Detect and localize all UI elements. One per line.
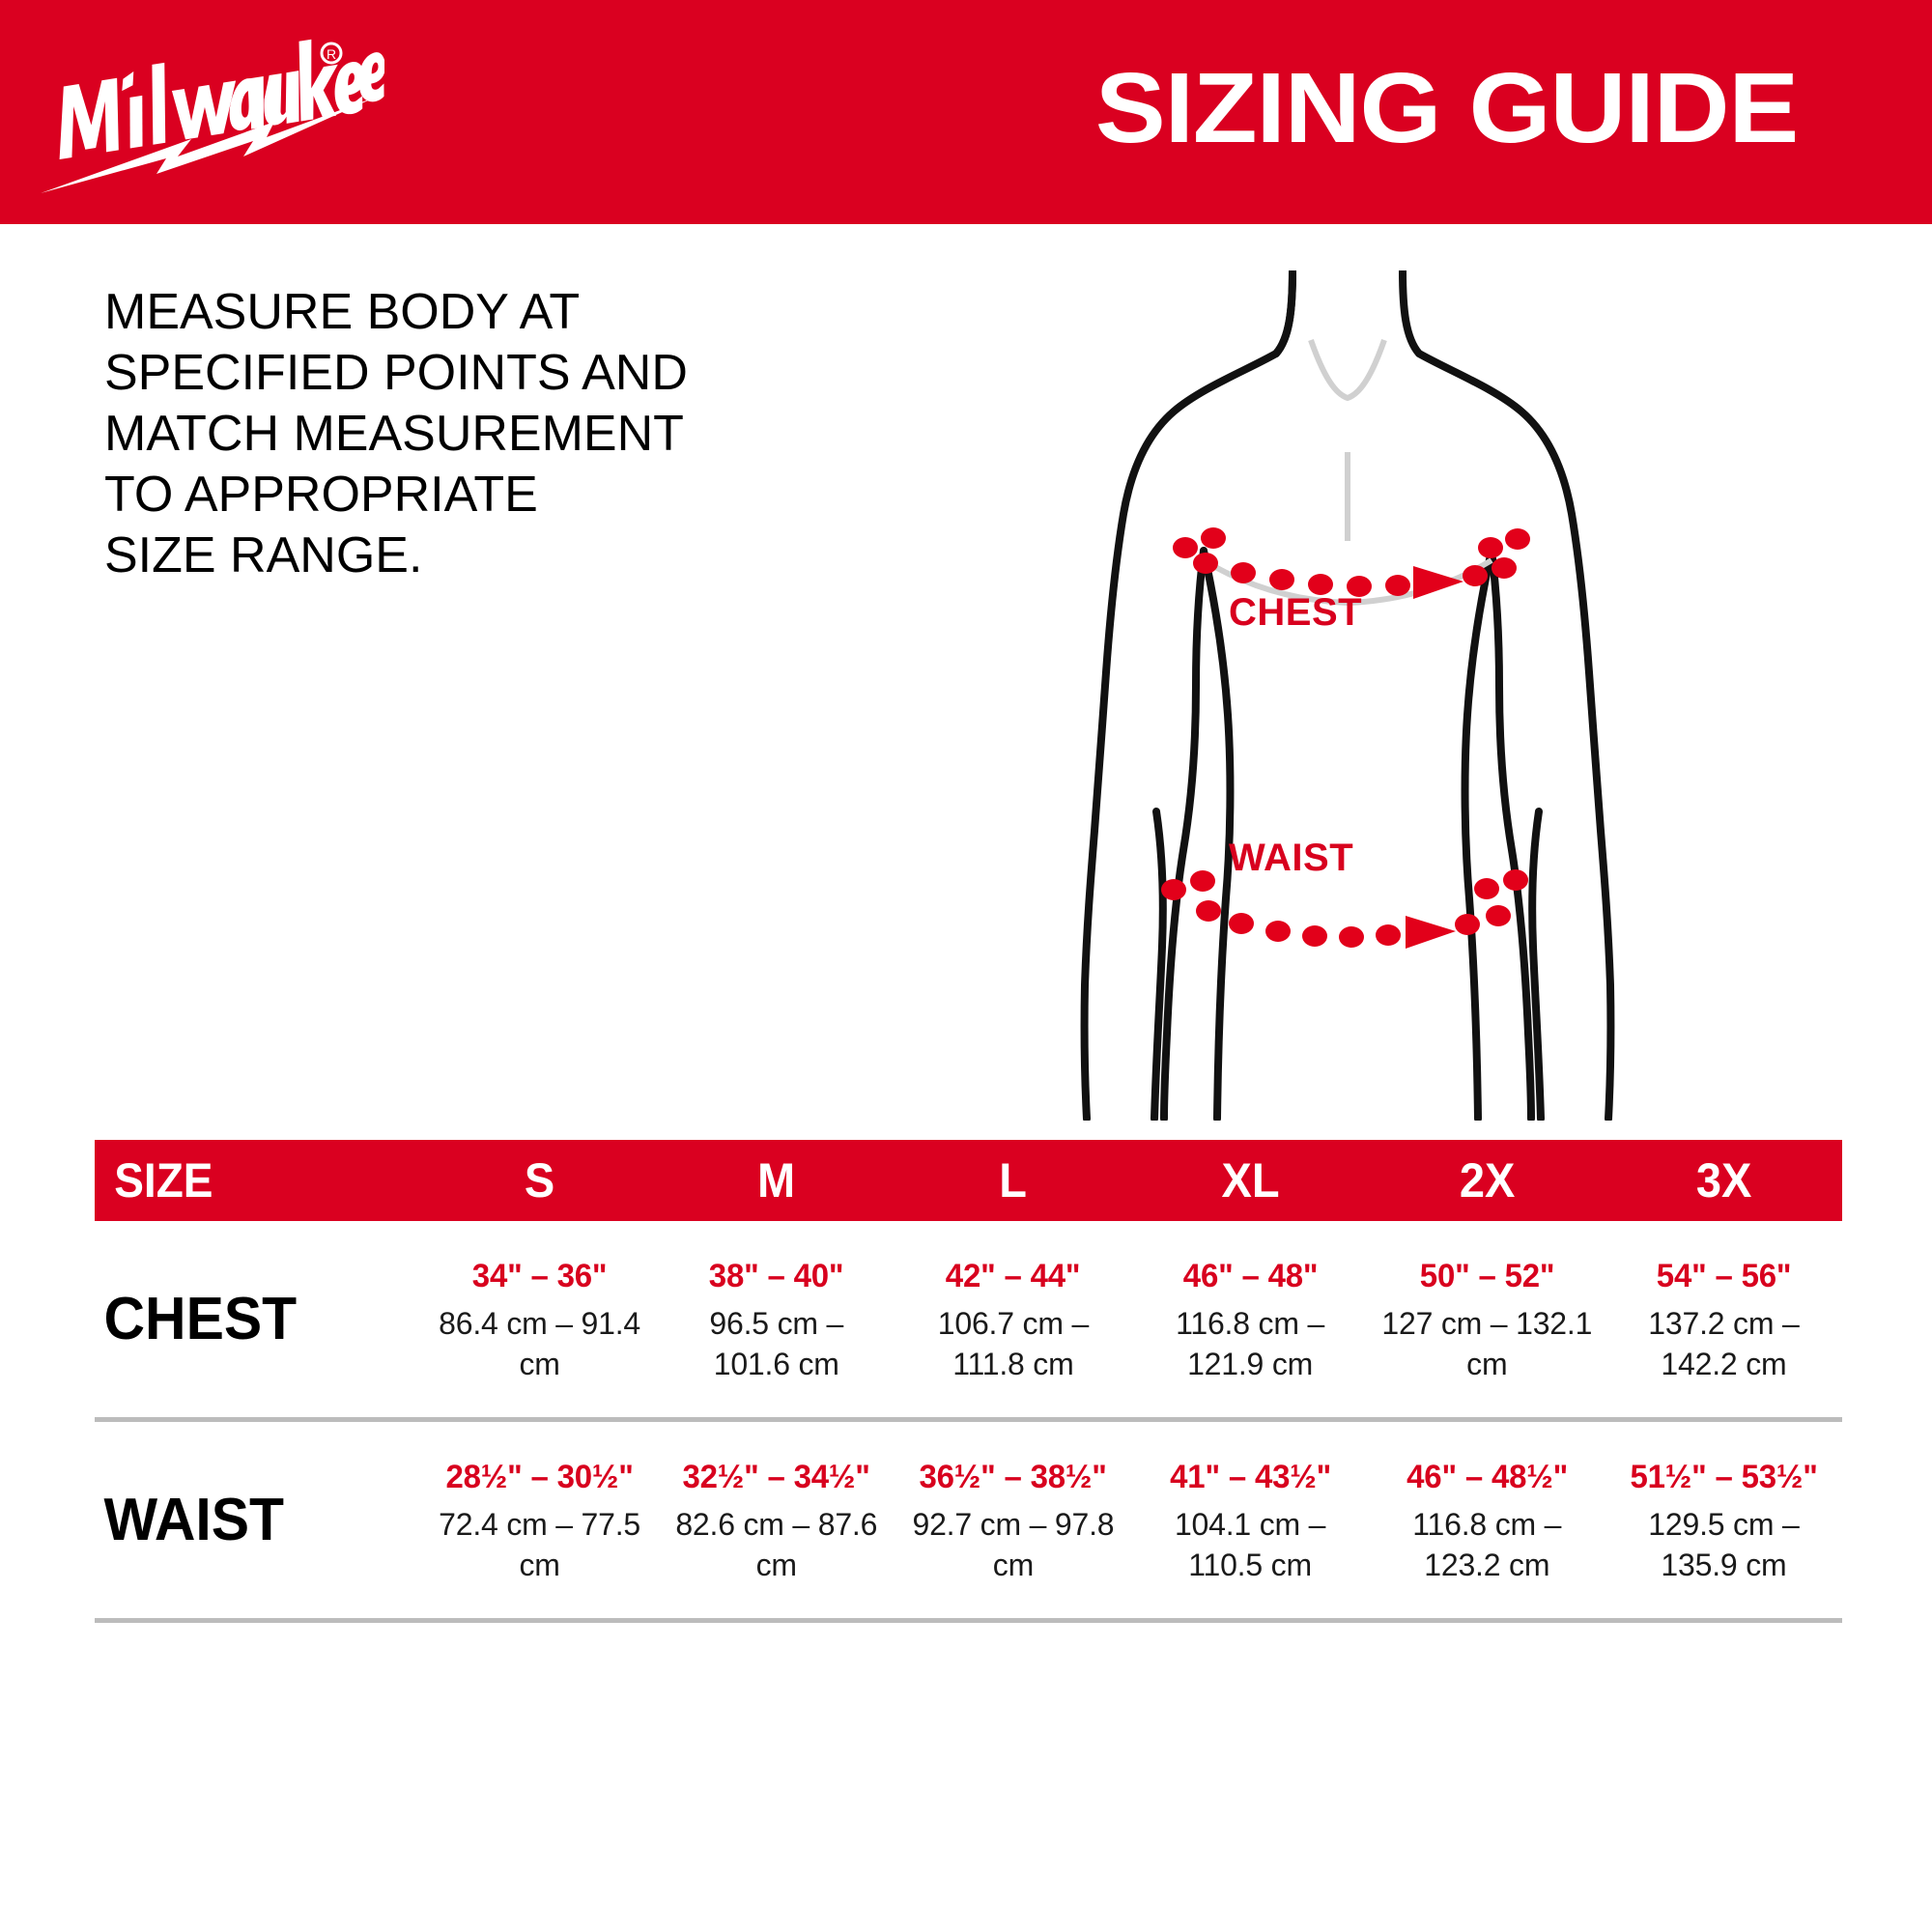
instructions-line: SPECIFIED POINTS AND [104, 345, 688, 401]
waist-m-cell: 32½" – 34½" 82.6 cm – 87.6 cm [658, 1456, 895, 1585]
waist-s-inches: 28½" – 30½" [445, 1458, 634, 1495]
chest-l-inches: 42" – 44" [946, 1257, 1081, 1294]
waist-2x-cell: 46" – 48½" 116.8 cm – 123.2 cm [1369, 1456, 1605, 1585]
svg-text:R: R [327, 46, 336, 62]
page-title: SIZING GUIDE [1094, 52, 1799, 163]
column-header-size: SIZE [114, 1153, 213, 1208]
chest-m-cell: 38" – 40" 96.5 cm – 101.6 cm [658, 1255, 895, 1384]
row-label-waist: WAIST [103, 1487, 285, 1553]
column-header-m: M [757, 1153, 796, 1208]
waist-measure-dots [1161, 869, 1528, 949]
column-header-xl: XL [1221, 1153, 1280, 1208]
chest-s-cm: 86.4 cm – 91.4 cm [439, 1305, 641, 1381]
row-label-chest: CHEST [103, 1286, 298, 1352]
instructions-line: TO APPROPRIATE [104, 467, 538, 523]
chest-xl-inches: 46" – 48" [1182, 1257, 1318, 1294]
header-band: R SIZING GUIDE [0, 0, 1932, 224]
waist-3x-cell: 51½" – 53½" 129.5 cm – 135.9 cm [1605, 1456, 1842, 1585]
waist-2x-inches: 46" – 48½" [1406, 1458, 1568, 1495]
waist-3x-cm: 129.5 cm – 135.9 cm [1648, 1506, 1800, 1582]
waist-l-inches: 36½" – 38½" [919, 1458, 1108, 1495]
waist-label: WAIST [1229, 837, 1354, 879]
waist-3x-inches: 51½" – 53½" [1630, 1458, 1818, 1495]
chest-m-cm: 96.5 cm – 101.6 cm [709, 1305, 844, 1381]
chest-2x-cm: 127 cm – 132.1 cm [1381, 1305, 1593, 1381]
waist-2x-cm: 116.8 cm – 123.2 cm [1412, 1506, 1562, 1582]
waist-l-cm: 92.7 cm – 97.8 cm [912, 1506, 1115, 1582]
chest-label: CHEST [1229, 591, 1363, 634]
waist-s-cm: 72.4 cm – 77.5 cm [439, 1506, 641, 1582]
waist-xl-cell: 41" – 43½" 104.1 cm – 110.5 cm [1132, 1456, 1369, 1585]
chest-l-cell: 42" – 44" 106.7 cm – 111.8 cm [895, 1255, 1131, 1384]
waist-l-cell: 36½" – 38½" 92.7 cm – 97.8 cm [895, 1456, 1131, 1585]
instructions-line: SIZE RANGE. [104, 527, 423, 583]
column-header-s: S [524, 1153, 555, 1208]
chest-xl-cm: 116.8 cm – 121.9 cm [1176, 1305, 1325, 1381]
chest-s-cell: 34" – 36" 86.4 cm – 91.4 cm [421, 1255, 658, 1384]
chest-s-inches: 34" – 36" [471, 1257, 608, 1294]
waist-xl-inches: 41" – 43½" [1169, 1458, 1331, 1495]
chest-2x-cell: 50" – 52" 127 cm – 132.1 cm [1369, 1255, 1605, 1384]
waist-xl-cm: 104.1 cm – 110.5 cm [1174, 1506, 1326, 1582]
waist-m-inches: 32½" – 34½" [682, 1458, 870, 1495]
instructions-line: MATCH MEASUREMENT [104, 406, 684, 462]
chest-3x-cm: 137.2 cm – 142.2 cm [1648, 1305, 1800, 1381]
milwaukee-logo: R [37, 21, 384, 200]
chest-m-inches: 38" – 40" [708, 1257, 844, 1294]
chest-measure-dots [1173, 527, 1530, 599]
chest-3x-cell: 54" – 56" 137.2 cm – 142.2 cm [1605, 1255, 1842, 1384]
chest-l-cm: 106.7 cm – 111.8 cm [937, 1305, 1090, 1381]
table-row: CHEST 34" – 36" 86.4 cm – 91.4 cm 38" – … [95, 1221, 1842, 1422]
column-header-2x: 2X [1459, 1153, 1516, 1208]
table-header-row: SIZE S M L XL 2X 3X [95, 1140, 1842, 1221]
instructions-text: MEASURE BODY AT SPECIFIED POINTS AND MAT… [104, 282, 781, 586]
chest-3x-inches: 54" – 56" [1656, 1257, 1792, 1294]
instructions-line: MEASURE BODY AT [104, 284, 581, 340]
waist-s-cell: 28½" – 30½" 72.4 cm – 77.5 cm [421, 1456, 658, 1585]
column-header-3x: 3X [1695, 1153, 1752, 1208]
table-row: WAIST 28½" – 30½" 72.4 cm – 77.5 cm 32½"… [95, 1422, 1842, 1623]
torso-diagram: CHEST WAIST [1038, 270, 1657, 1121]
chest-xl-cell: 46" – 48" 116.8 cm – 121.9 cm [1132, 1255, 1369, 1384]
size-table: SIZE S M L XL 2X 3X CHEST 34" – 36" 86.4… [95, 1140, 1842, 1623]
waist-m-cm: 82.6 cm – 87.6 cm [675, 1506, 878, 1582]
chest-2x-inches: 50" – 52" [1419, 1257, 1555, 1294]
column-header-l: L [999, 1153, 1028, 1208]
